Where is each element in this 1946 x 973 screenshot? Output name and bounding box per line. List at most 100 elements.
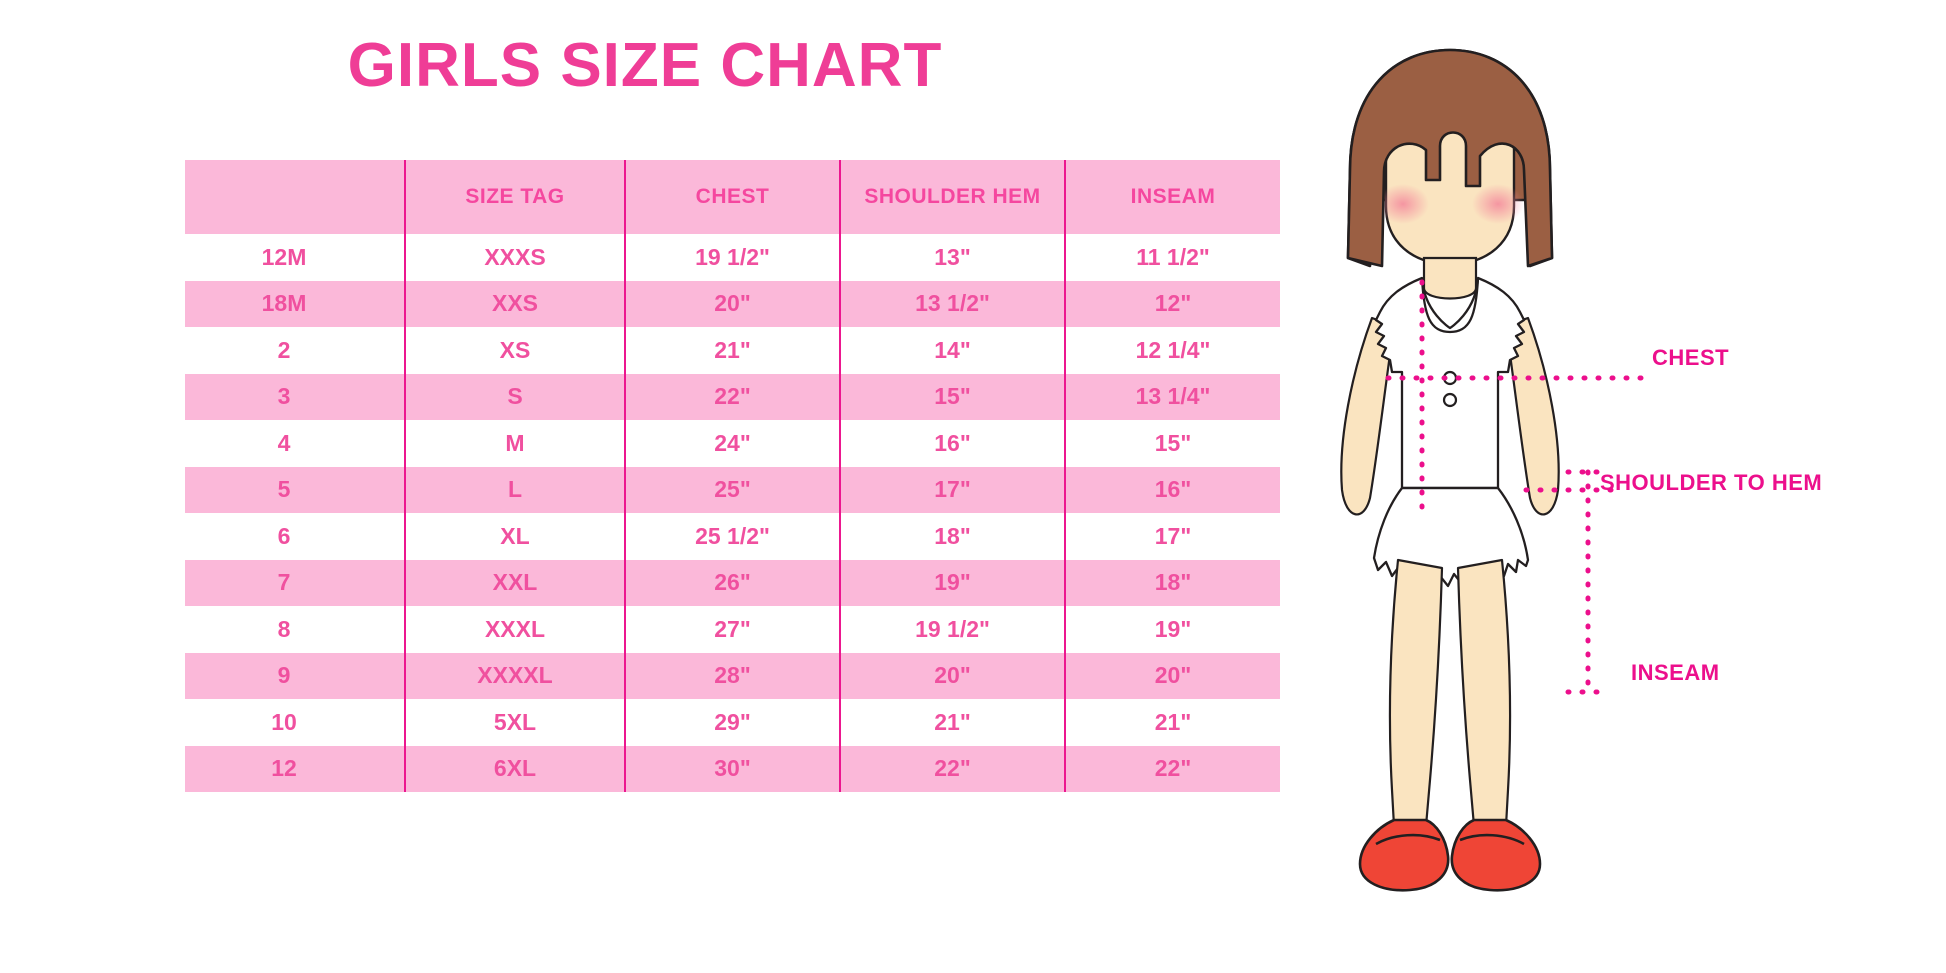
cell-inseam: 13 1/4" (1065, 373, 1280, 420)
cell-size: 4 (185, 420, 406, 467)
cell-chest: 20" (625, 280, 841, 327)
cell-shoulder_hem: 16" (840, 420, 1066, 467)
cell-shoulder_hem: 17" (840, 466, 1066, 513)
cell-size: 6 (185, 513, 406, 560)
cell-inseam: 17" (1065, 513, 1280, 560)
cell-size_tag: XXL (405, 559, 626, 606)
cell-chest: 24" (625, 420, 841, 467)
cell-shoulder_hem: 13" (840, 234, 1066, 281)
table-row: 2 XS 21" 14" 12 1/4" (185, 327, 1280, 374)
cell-size: 2 (185, 327, 406, 374)
cell-inseam: 15" (1065, 420, 1280, 467)
cell-size: 18M (185, 280, 406, 327)
cell-chest: 21" (625, 327, 841, 374)
shoe-right-icon (1450, 818, 1542, 892)
cell-size: 7 (185, 559, 406, 606)
neck-icon (1422, 256, 1478, 300)
cell-size: 5 (185, 466, 406, 513)
table-header-row: SIZE TAG CHEST SHOULDER HEM INSEAM (185, 160, 1280, 234)
table-row: 10 5XL 29" 21" 21" (185, 699, 1280, 746)
column-header-size (185, 160, 406, 234)
cell-shoulder_hem: 21" (840, 699, 1066, 746)
size-chart-table-container: SIZE TAG CHEST SHOULDER HEM INSEAM 12M XXXS 19… (185, 160, 1280, 792)
column-header-shoulder_hem: SHOULDER HEM (840, 160, 1066, 234)
table-row: 12 6XL 30" 22" 22" (185, 745, 1280, 792)
inseam-callout-label: INSEAM (1631, 660, 1720, 685)
cell-shoulder_hem: 22" (840, 745, 1066, 792)
button-bottom-icon (1442, 392, 1458, 408)
cell-size_tag: 5XL (405, 699, 626, 746)
cell-chest: 30" (625, 745, 841, 792)
cell-size_tag: XL (405, 513, 626, 560)
cell-chest: 26" (625, 559, 841, 606)
cell-inseam: 18" (1065, 559, 1280, 606)
chest-callout-label: CHEST (1652, 345, 1730, 370)
column-header-inseam: INSEAM (1065, 160, 1280, 234)
girl-figure-svg (1340, 48, 1651, 892)
cell-size_tag: M (405, 420, 626, 467)
cell-size_tag: XXXXL (405, 652, 626, 699)
cell-shoulder_hem: 14" (840, 327, 1066, 374)
cell-inseam: 19" (1065, 606, 1280, 653)
cell-shoulder_hem: 18" (840, 513, 1066, 560)
cell-shoulder_hem: 15" (840, 373, 1066, 420)
cell-chest: 27" (625, 606, 841, 653)
cell-size_tag: XS (405, 327, 626, 374)
cell-size_tag: S (405, 373, 626, 420)
cell-shoulder_hem: 13 1/2" (840, 280, 1066, 327)
cell-chest: 25 1/2" (625, 513, 841, 560)
cell-inseam: 12 1/4" (1065, 327, 1280, 374)
arm-right-icon (1504, 316, 1560, 516)
column-header-size_tag: SIZE TAG (405, 160, 626, 234)
blush-left-icon (1377, 184, 1429, 224)
cell-shoulder_hem: 19" (840, 559, 1066, 606)
table-row: 18M XXS 20" 13 1/2" 12" (185, 280, 1280, 327)
cell-chest: 29" (625, 699, 841, 746)
cell-inseam: 22" (1065, 745, 1280, 792)
cell-size_tag: XXS (405, 280, 626, 327)
shoe-right-strap-icon (1459, 833, 1525, 846)
leg-right-icon (1456, 558, 1512, 828)
cell-inseam: 21" (1065, 699, 1280, 746)
shoe-left-icon (1358, 818, 1450, 892)
cell-shoulder_hem: 19 1/2" (840, 606, 1066, 653)
neckline-icon (1420, 277, 1480, 334)
page-title: GIRLS SIZE CHART (347, 31, 943, 100)
column-header-chest: CHEST (625, 160, 841, 234)
table-row: 12M XXXS 19 1/2" 13" 11 1/2" (185, 234, 1280, 281)
cell-size: 12M (185, 234, 406, 281)
table-row: 9 XXXXL 28" 20" 20" (185, 652, 1280, 699)
cell-size_tag: L (405, 466, 626, 513)
girl-illustration (1290, 20, 1690, 950)
cell-inseam: 16" (1065, 466, 1280, 513)
table-row: 7 XXL 26" 19" 18" (185, 559, 1280, 606)
cell-size: 3 (185, 373, 406, 420)
cell-chest: 28" (625, 652, 841, 699)
blush-right-icon (1472, 184, 1524, 224)
size-chart-table: SIZE TAG CHEST SHOULDER HEM INSEAM 12M XXXS 19… (185, 160, 1280, 792)
cell-inseam: 12" (1065, 280, 1280, 327)
table-row: 6 XL 25 1/2" 18" 17" (185, 513, 1280, 560)
cell-size_tag: 6XL (405, 745, 626, 792)
hair-fringe-icon (1346, 48, 1554, 268)
cell-size_tag: XXXL (405, 606, 626, 653)
leg-left-icon (1388, 558, 1444, 828)
cell-chest: 22" (625, 373, 841, 420)
table-row: 8 XXXL 27" 19 1/2" 19" (185, 606, 1280, 653)
cell-shoulder_hem: 20" (840, 652, 1066, 699)
table-row: 4 M 24" 16" 15" (185, 420, 1280, 467)
table-row: 3 S 22" 15" 13 1/4" (185, 373, 1280, 420)
cell-chest: 25" (625, 466, 841, 513)
cell-size: 12 (185, 745, 406, 792)
cell-size: 8 (185, 606, 406, 653)
cell-inseam: 20" (1065, 652, 1280, 699)
shoe-left-strap-icon (1375, 833, 1441, 846)
cell-size: 10 (185, 699, 406, 746)
cell-chest: 19 1/2" (625, 234, 841, 281)
table-row: 5 L 25" 17" 16" (185, 466, 1280, 513)
shoulder-to-hem-callout-label: SHOULDER TO HEM (1600, 470, 1823, 495)
cell-size_tag: XXXS (405, 234, 626, 281)
arm-left-icon (1340, 316, 1396, 516)
cell-size: 9 (185, 652, 406, 699)
cell-inseam: 11 1/2" (1065, 234, 1280, 281)
